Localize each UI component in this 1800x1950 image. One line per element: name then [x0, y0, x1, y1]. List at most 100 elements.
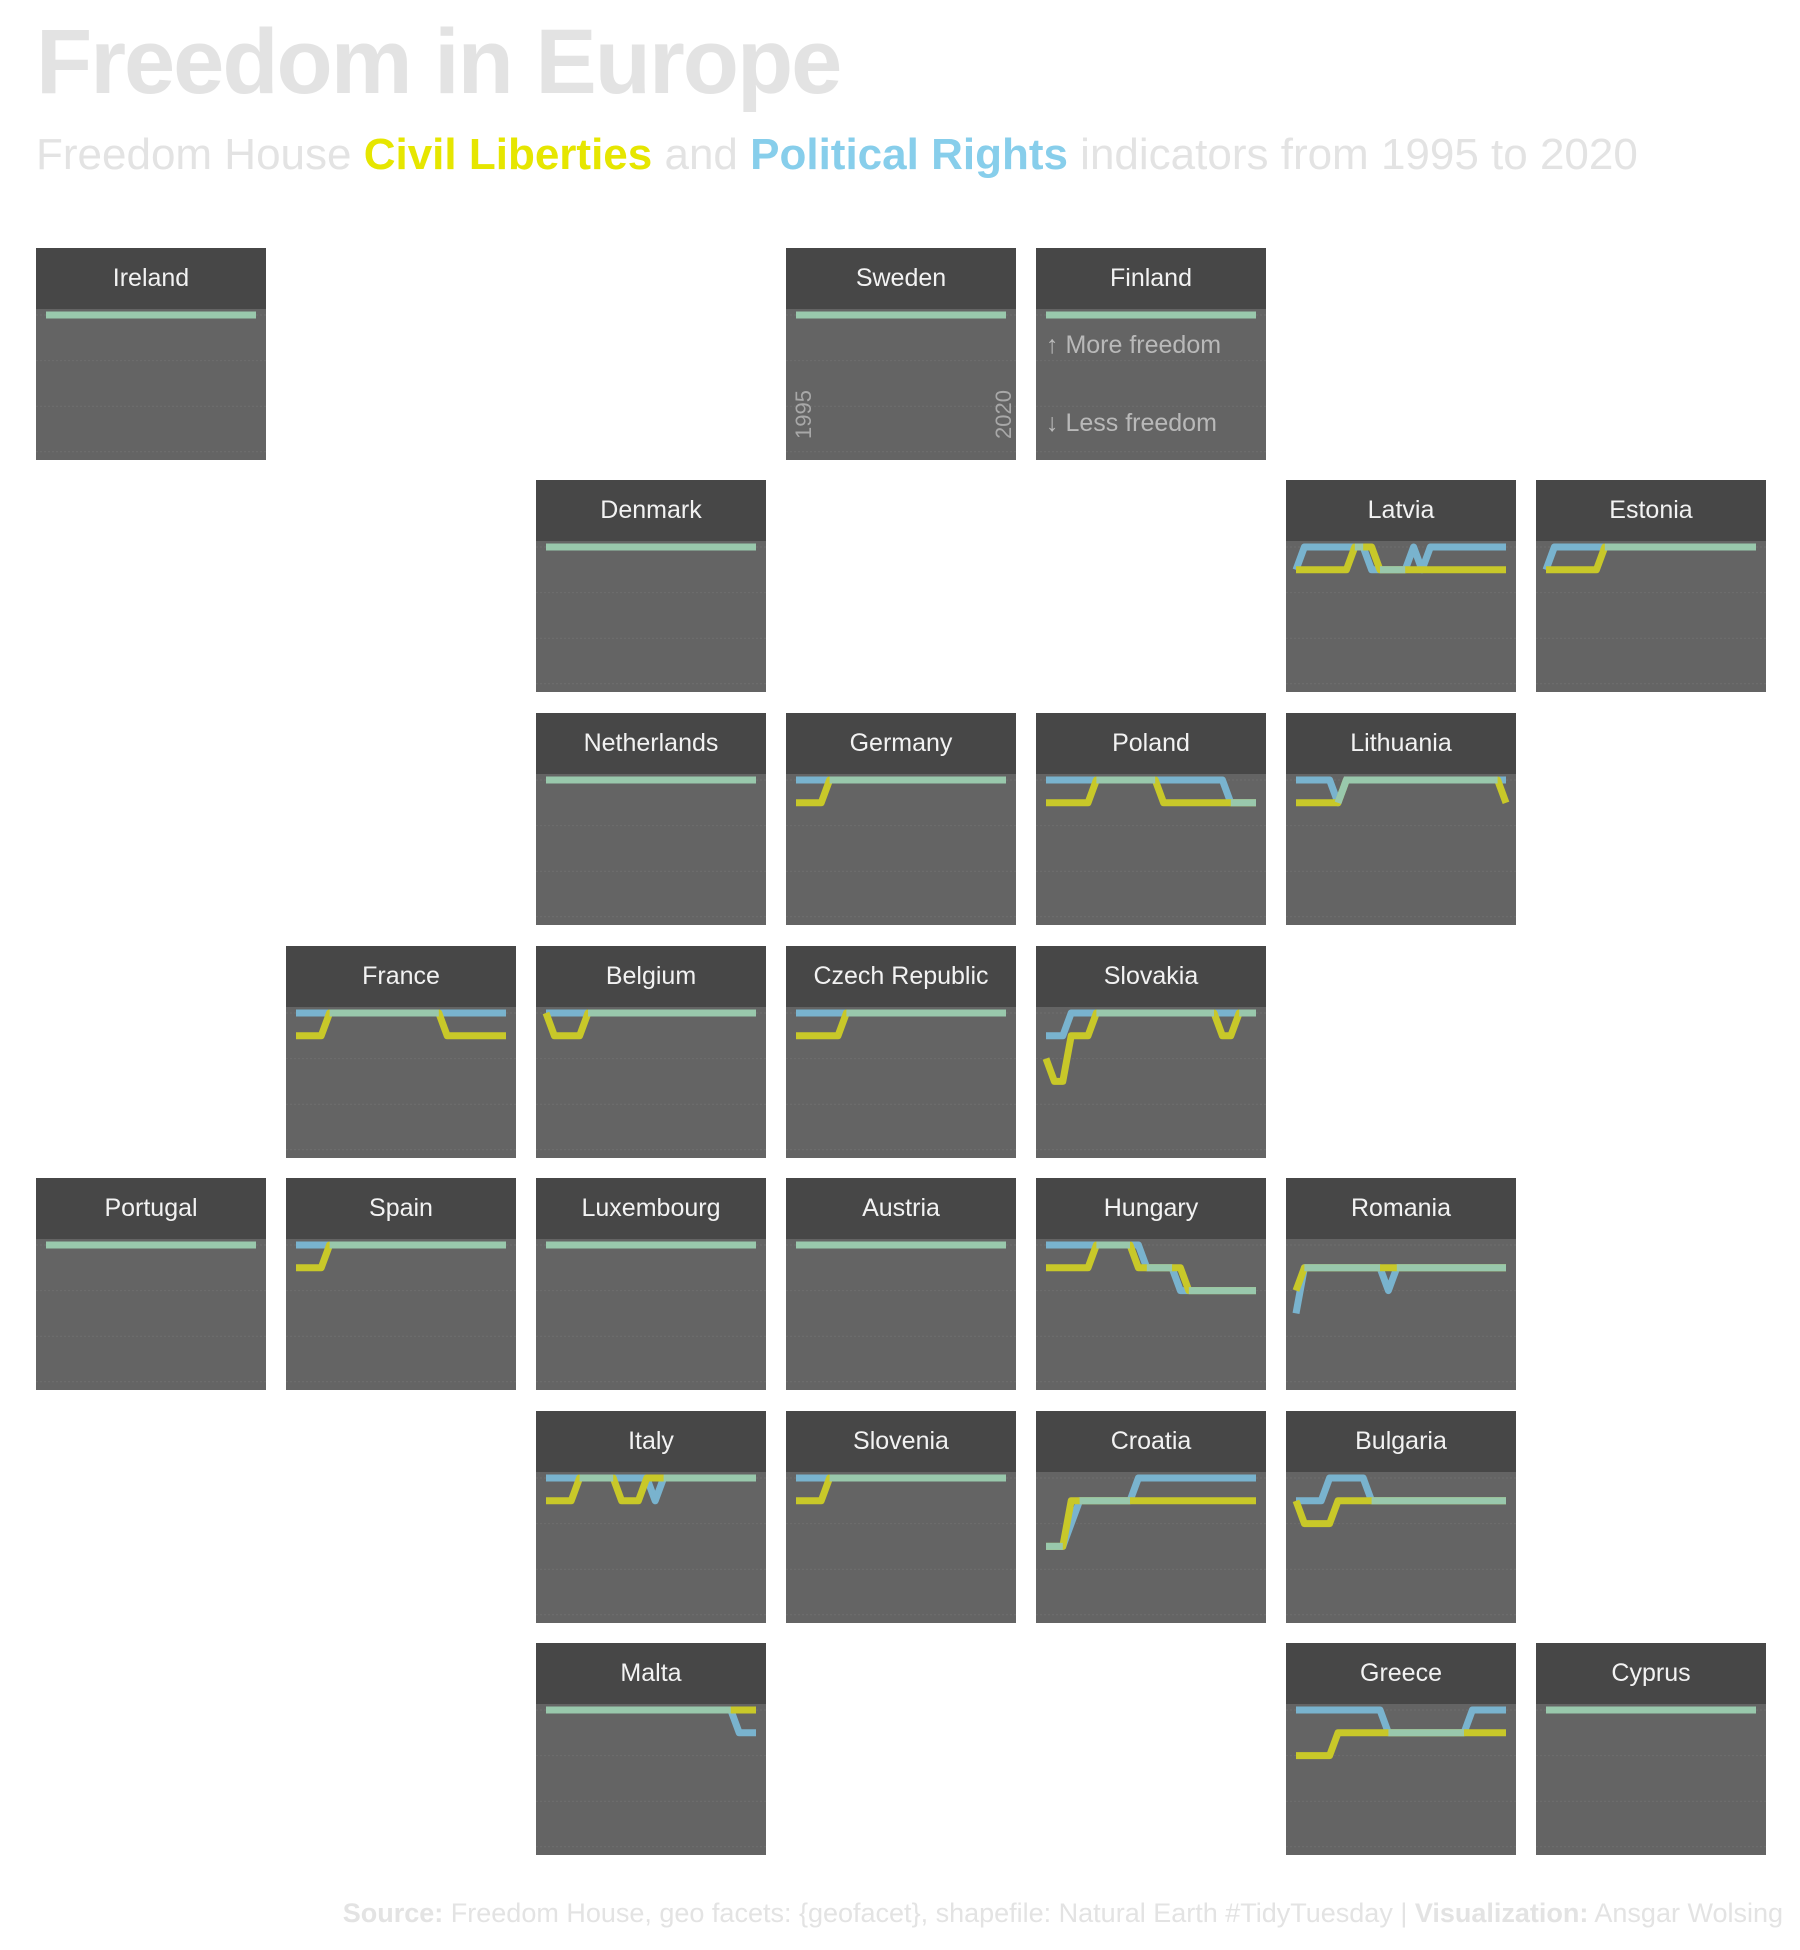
country-plot-slovakia	[1036, 1009, 1266, 1151]
country-tile-luxembourg: Luxembourg	[536, 1178, 766, 1390]
country-tile-hungary: Hungary	[1036, 1178, 1266, 1390]
country-tile-greece: Greece	[1286, 1643, 1516, 1855]
country-panel-poland	[1036, 774, 1266, 925]
country-tile-italy: Italy	[536, 1411, 766, 1623]
less-freedom-note: ↓ Less freedom	[1046, 409, 1217, 437]
country-tile-latvia: Latvia	[1286, 480, 1516, 692]
country-label-estonia: Estonia	[1536, 480, 1766, 541]
caption-viz-text: Ansgar Wolsing	[1588, 1898, 1783, 1928]
country-plot-malta	[536, 1706, 766, 1848]
caption-source-label: Source:	[342, 1898, 444, 1928]
country-panel-belgium	[536, 1007, 766, 1158]
country-tile-malta: Malta	[536, 1643, 766, 1855]
country-label-slovenia: Slovenia	[786, 1411, 1016, 1472]
country-plot-cyprus	[1536, 1706, 1766, 1848]
country-plot-austria	[786, 1241, 1016, 1383]
country-label-denmark: Denmark	[536, 480, 766, 541]
country-tile-lithuania: Lithuania	[1286, 713, 1516, 925]
country-label-bulgaria: Bulgaria	[1286, 1411, 1516, 1472]
country-plot-luxembourg	[536, 1241, 766, 1383]
country-panel-slovenia	[786, 1472, 1016, 1623]
country-tile-spain: Spain	[286, 1178, 516, 1390]
country-panel-latvia	[1286, 541, 1516, 692]
country-label-romania: Romania	[1286, 1178, 1516, 1239]
country-tile-portugal: Portugal	[36, 1178, 266, 1390]
country-label-germany: Germany	[786, 713, 1016, 774]
subtitle-post: indicators from 1995 to 2020	[1067, 130, 1638, 179]
country-tile-france: France	[286, 946, 516, 1158]
country-panel-finland: ↑ More freedom ↓ Less freedom	[1036, 309, 1266, 460]
country-plot-lithuania	[1286, 776, 1516, 918]
country-label-netherlands: Netherlands	[536, 713, 766, 774]
country-label-luxembourg: Luxembourg	[536, 1178, 766, 1239]
country-panel-austria	[786, 1239, 1016, 1390]
caption-viz-label: Visualization:	[1414, 1898, 1589, 1928]
civil-liberties-line	[1046, 1241, 1256, 1295]
country-tile-slovakia: Slovakia	[1036, 946, 1266, 1158]
country-plot-hungary	[1036, 1241, 1266, 1383]
country-panel-ireland	[36, 309, 266, 460]
country-panel-luxembourg	[536, 1239, 766, 1390]
country-plot-latvia	[1286, 543, 1516, 685]
country-label-slovakia: Slovakia	[1036, 946, 1266, 1007]
country-label-lithuania: Lithuania	[1286, 713, 1516, 774]
country-label-portugal: Portugal	[36, 1178, 266, 1239]
country-panel-sweden: 1995 2020	[786, 309, 1016, 460]
subtitle-mid: and	[652, 130, 751, 179]
country-tile-finland: Finland ↑ More freedom ↓ Less freedom	[1036, 248, 1266, 460]
country-tile-austria: Austria	[786, 1178, 1016, 1390]
country-plot-netherlands	[536, 776, 766, 918]
country-plot-estonia	[1536, 543, 1766, 685]
country-plot-sweden	[786, 311, 1016, 453]
country-label-czech-republic: Czech Republic	[786, 946, 1016, 1007]
country-panel-bulgaria	[1286, 1472, 1516, 1623]
country-panel-slovakia	[1036, 1007, 1266, 1158]
country-tile-ireland: Ireland	[36, 248, 266, 460]
country-label-malta: Malta	[536, 1643, 766, 1704]
country-panel-greece	[1286, 1704, 1516, 1855]
chart-subtitle: Freedom House Civil Liberties and Politi…	[36, 130, 1638, 180]
country-tile-czech-republic: Czech Republic	[786, 946, 1016, 1158]
country-tile-romania: Romania	[1286, 1178, 1516, 1390]
country-label-finland: Finland	[1036, 248, 1266, 309]
country-label-austria: Austria	[786, 1178, 1016, 1239]
country-tile-slovenia: Slovenia	[786, 1411, 1016, 1623]
country-plot-spain	[286, 1241, 516, 1383]
country-label-hungary: Hungary	[1036, 1178, 1266, 1239]
country-plot-czech-republic	[786, 1009, 1016, 1151]
country-label-france: France	[286, 946, 516, 1007]
country-plot-greece	[1286, 1706, 1516, 1848]
country-label-belgium: Belgium	[536, 946, 766, 1007]
axis-end-year: 2020	[991, 390, 1016, 439]
country-panel-czech-republic	[786, 1007, 1016, 1158]
country-panel-lithuania	[1286, 774, 1516, 925]
axis-start-year: 1995	[791, 390, 816, 439]
country-plot-finland	[1036, 311, 1266, 453]
country-label-italy: Italy	[536, 1411, 766, 1472]
country-label-cyprus: Cyprus	[1536, 1643, 1766, 1704]
chart-title: Freedom in Europe	[36, 11, 842, 113]
country-panel-estonia	[1536, 541, 1766, 692]
country-panel-hungary	[1036, 1239, 1266, 1390]
country-panel-denmark	[536, 541, 766, 692]
country-label-latvia: Latvia	[1286, 480, 1516, 541]
country-tile-cyprus: Cyprus	[1536, 1643, 1766, 1855]
country-plot-germany	[786, 776, 1016, 918]
country-panel-italy	[536, 1472, 766, 1623]
country-panel-cyprus	[1536, 1704, 1766, 1855]
country-tile-denmark: Denmark	[536, 480, 766, 692]
country-plot-bulgaria	[1286, 1474, 1516, 1616]
country-panel-malta	[536, 1704, 766, 1855]
country-tile-bulgaria: Bulgaria	[1286, 1411, 1516, 1623]
country-plot-croatia	[1036, 1474, 1266, 1616]
subtitle-political-rights: Political Rights	[750, 130, 1068, 179]
country-panel-portugal	[36, 1239, 266, 1390]
country-panel-germany	[786, 774, 1016, 925]
country-label-greece: Greece	[1286, 1643, 1516, 1704]
country-plot-romania	[1286, 1244, 1516, 1383]
country-tile-belgium: Belgium	[536, 946, 766, 1158]
country-panel-spain	[286, 1239, 516, 1390]
country-tile-sweden: Sweden 1995 2020	[786, 248, 1016, 460]
country-panel-netherlands	[536, 774, 766, 925]
